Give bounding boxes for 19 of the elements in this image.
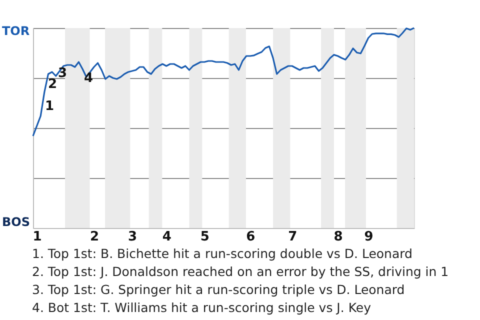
annotation: 3 bbox=[58, 66, 68, 81]
text: TOR bbox=[2, 24, 30, 38]
x-tick-label: 4 bbox=[162, 230, 172, 244]
x-tick-label: 5 bbox=[200, 230, 210, 244]
text: 4. Bot 1st: T. Williams hit a run-scoring single vs J. Key bbox=[32, 300, 372, 315]
text: 3. Top 1st: G. Springer hit a run-scoring triple vs D. Leonard bbox=[32, 282, 405, 297]
annotation: 2 bbox=[48, 77, 58, 92]
annotation: 4 bbox=[84, 71, 94, 86]
text: 1. Top 1st: B. Bichette hit a run-scoring double vs D. Leonard bbox=[32, 246, 412, 261]
annotation: 1 bbox=[45, 99, 54, 114]
x-tick-label: 6 bbox=[246, 230, 256, 244]
x-tick-label: 8 bbox=[334, 230, 343, 244]
x-tick-label: 9 bbox=[364, 230, 374, 244]
x-tick-label: 3 bbox=[128, 230, 138, 244]
text: BOS bbox=[2, 215, 30, 229]
x-tick-label: 2 bbox=[90, 230, 99, 244]
text: 2. Top 1st: J. Donaldson reached on an error by the SS, driving in 1 bbox=[32, 264, 449, 279]
x-tick-label: 7 bbox=[288, 230, 298, 244]
x-tick-label: 1 bbox=[32, 230, 42, 244]
